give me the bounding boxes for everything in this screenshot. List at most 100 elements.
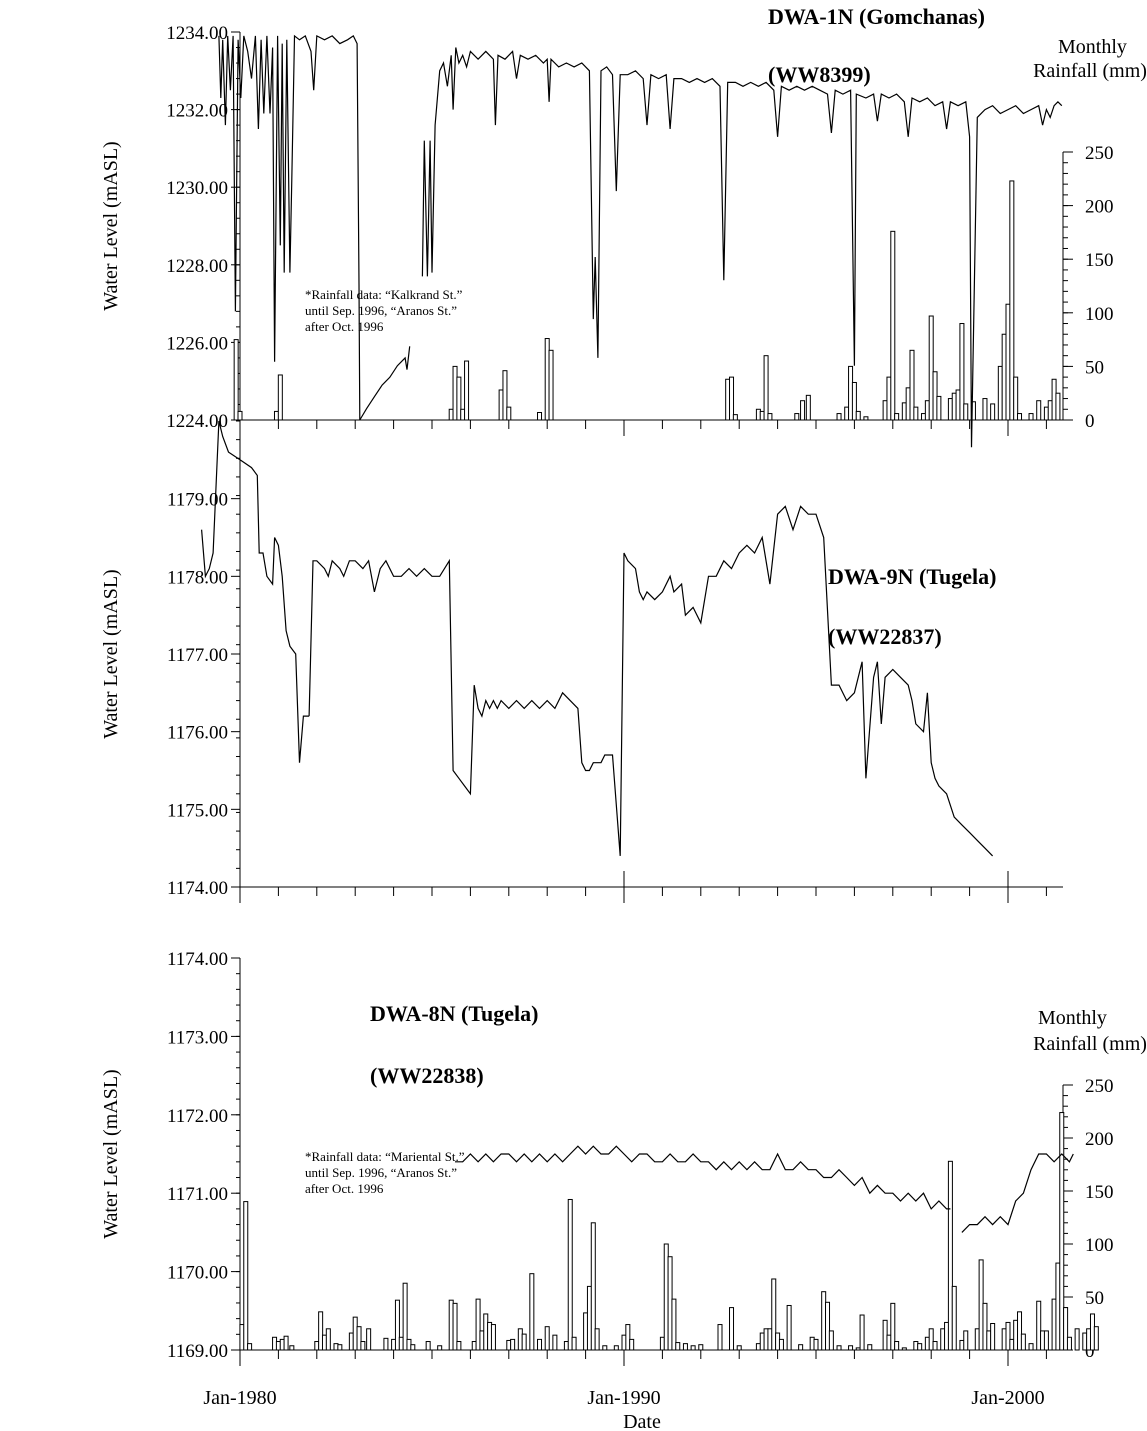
rainfall-bar [778, 1338, 784, 1351]
rainfall-bar [325, 1328, 331, 1351]
rainfall-note-line: *Rainfall data: “Mariental St.” [305, 1149, 465, 1164]
rainfall-bar [1055, 392, 1061, 421]
rainfall-bar [936, 395, 942, 421]
rainfall-bar [851, 381, 857, 421]
rainfall-bar [963, 403, 969, 421]
y2-tick-label: 50 [1085, 1288, 1104, 1309]
rainfall-bar [437, 1345, 443, 1351]
y-tick-label: 1228.00 [166, 256, 228, 277]
rainfall-bar [410, 1344, 416, 1351]
rainfall-bar [502, 370, 508, 421]
rainfall-bar [736, 1345, 742, 1351]
rainfall-bar [602, 1345, 608, 1351]
rainfall-bar [544, 1326, 550, 1351]
rainfall-bar [571, 1336, 577, 1351]
rainfall-bar [767, 413, 773, 421]
rainfall-bar [894, 1341, 900, 1351]
y2-tick-label: 150 [1085, 1182, 1114, 1203]
rainfall-bar [567, 1198, 573, 1351]
y-tick-label: 1226.00 [166, 333, 228, 354]
rainfall-bar [402, 1282, 408, 1351]
rainfall-bar [243, 1201, 249, 1351]
rainfall-bar [798, 1344, 804, 1351]
rainfall-bar [828, 1330, 834, 1351]
rainfall-bar [990, 1323, 996, 1351]
rainfall-bar [1009, 180, 1015, 421]
rainfall-bar [277, 374, 283, 421]
panel-subtitle: (WW22838) [370, 1063, 484, 1088]
rainfall-bar [456, 376, 462, 421]
y-tick-label: 1176.00 [167, 723, 228, 744]
y-tick-label: 1224.00 [166, 411, 228, 432]
rainfall-bar [537, 1338, 543, 1351]
rainfall-bar [963, 1330, 969, 1351]
y-tick-label: 1174.00 [167, 949, 228, 970]
rainfall-bar [947, 1160, 953, 1351]
rainfall-bar [1066, 1336, 1072, 1351]
rainfall-bar [890, 1302, 896, 1351]
rainfall-note-line: after Oct. 1996 [305, 319, 384, 334]
water-level-line [201, 420, 310, 763]
water-level-line [961, 1153, 1074, 1233]
y-tick-label: 1230.00 [166, 178, 228, 199]
rainfall-bar [717, 1324, 723, 1351]
rainfall-bar [771, 1278, 777, 1351]
y-tick-label: 1173.00 [167, 1027, 228, 1048]
panel-3: 1174.00 1173.00 1172.00 1171.00 1170.00 1169.… [100, 949, 1147, 1431]
rainfall-bar [1013, 376, 1019, 421]
y-axis-label: Water Level (mASL) [100, 569, 122, 738]
x-tick-label: Jan-1990 [587, 1387, 660, 1409]
rainfall-bar [763, 355, 769, 421]
rainfall-bar [890, 230, 896, 421]
rainfall-bar [1059, 1112, 1065, 1351]
rainfall-bar [1028, 1343, 1034, 1351]
y2-axis-label-line1: Monthly [1058, 36, 1127, 58]
panel-2: 1179.00 1178.00 1177.00 1176.00 1175.00 1174.… [100, 420, 1063, 903]
y-axis-label: Water Level (mASL) [100, 1069, 122, 1238]
rainfall-bar [690, 1345, 696, 1351]
y-tick-label: 1172.00 [167, 1106, 228, 1127]
rainfall-bar [1028, 413, 1034, 421]
rainfall-bar [366, 1328, 372, 1351]
rainfall-bar [237, 410, 243, 421]
rainfall-bar [671, 1298, 677, 1351]
rainfall-bar [867, 1344, 873, 1351]
y2-axis-label-line2: Rainfall (mm) [1033, 1033, 1147, 1055]
panel-title: DWA-8N (Tugela) [370, 1001, 538, 1026]
rainfall-bar [452, 1302, 458, 1351]
panel-title: DWA-1N (Gomchanas) [768, 4, 985, 29]
rainfall-bar [394, 1299, 400, 1351]
rainfall-bar [1093, 1326, 1099, 1351]
rainfall-bar [909, 349, 915, 421]
rainfall-bar [825, 1301, 831, 1351]
y-tick-label: 1178.00 [167, 567, 228, 588]
y2-tick-label: 150 [1085, 250, 1114, 271]
y-tick-label: 1169.00 [167, 1341, 228, 1362]
rainfall-bar [337, 1344, 343, 1351]
rainfall-bar [1043, 1330, 1049, 1351]
panel-subtitle: (WW22837) [828, 624, 942, 649]
rainfall-bar [521, 1333, 527, 1351]
rainfall-bar [289, 1345, 295, 1351]
water-level-line [218, 34, 361, 421]
x-axis-label: Date [623, 1411, 661, 1431]
rainfall-bar [537, 411, 543, 421]
rainfall-bar [675, 1342, 681, 1351]
y-tick-label: 1179.00 [167, 490, 228, 511]
rainfall-bar [464, 360, 470, 421]
rainfall-bar [1017, 413, 1023, 421]
rainfall-bar [552, 1334, 558, 1351]
y2-axis-label-line1: Monthly [1038, 1007, 1107, 1029]
rainfall-note-line: *Rainfall data: “Kalkrand St.” [305, 287, 463, 302]
y2-tick-label: 250 [1085, 1076, 1114, 1097]
rainfall-bar [510, 1338, 516, 1351]
y-tick-label: 1177.00 [167, 645, 228, 666]
y-tick-label: 1232.00 [166, 101, 228, 122]
rainfall-bar [836, 413, 842, 421]
x-tick-label: Jan-2000 [971, 1387, 1044, 1409]
rainfall-bar [729, 376, 735, 421]
rainfall-bar [836, 1345, 842, 1351]
rainfall-bar [233, 339, 239, 421]
rainfall-note-line: after Oct. 1996 [305, 1181, 384, 1196]
